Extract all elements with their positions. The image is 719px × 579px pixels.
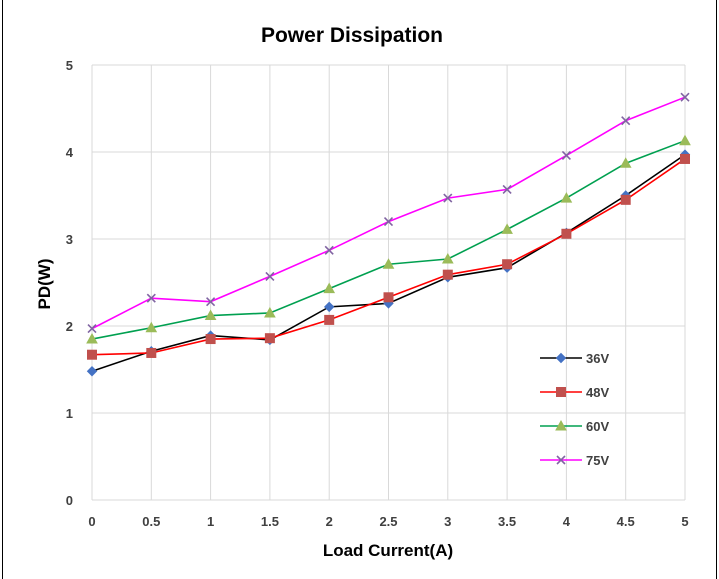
data-point-60V: [619, 157, 632, 168]
data-point-48V: [324, 314, 335, 325]
x-tick-label: 5: [681, 514, 688, 529]
legend-label-75V: 75V: [586, 453, 609, 468]
legend-label-48V: 48V: [586, 385, 609, 400]
data-point-75V: [146, 293, 156, 303]
x-tick-label: 2: [326, 514, 333, 529]
x-axis-ticks: 0 0.5 1 1.5 2 2.5 3 3.5 4 4.5 5: [88, 514, 688, 529]
legend-marker-36V: [555, 352, 567, 364]
legend-label-60V: 60V: [586, 419, 609, 434]
data-point-48V: [620, 194, 631, 205]
data-point-48V: [205, 334, 216, 345]
data-point-48V: [383, 292, 394, 303]
legend-marker-75V: [556, 455, 566, 465]
legend-label-36V: 36V: [586, 351, 609, 366]
legend-marker-48V: [556, 387, 566, 397]
x-tick-label: 4: [563, 514, 571, 529]
y-tick-label: 5: [66, 58, 73, 73]
data-point-48V: [561, 228, 572, 239]
data-point-48V: [264, 333, 275, 344]
data-point-60V: [145, 321, 158, 333]
x-tick-label: 0: [88, 514, 95, 529]
chart-title: Power Dissipation: [261, 24, 443, 47]
data-point-75V: [561, 150, 571, 161]
data-point-75V: [87, 324, 97, 334]
data-point-48V: [502, 259, 513, 270]
data-point-48V: [87, 349, 97, 360]
data-point-60V: [441, 252, 454, 264]
legend: 36V 48V 60V 75V: [540, 351, 609, 468]
legend-marker-60V: [555, 419, 567, 431]
data-point-60V: [323, 282, 336, 294]
data-point-36V: [86, 366, 98, 377]
data-point-48V: [146, 347, 157, 358]
data-point-48V: [680, 153, 690, 164]
data-point-75V: [502, 184, 512, 194]
y-tick-label: 4: [66, 145, 74, 160]
y-tick-label: 2: [66, 319, 73, 334]
y-tick-label: 3: [66, 232, 73, 247]
data-point-75V: [680, 92, 690, 102]
data-point-60V: [86, 333, 98, 344]
x-tick-label: 1: [207, 514, 214, 529]
data-point-60V: [382, 258, 395, 269]
data-point-75V: [324, 245, 334, 255]
x-axis-title: Load Current(A): [323, 541, 453, 560]
data-point-36V: [323, 301, 335, 313]
data-point-60V: [204, 309, 217, 321]
x-tick-label: 3: [444, 514, 451, 529]
data-point-60V: [501, 223, 513, 234]
data-point-75V: [621, 116, 631, 126]
frame-left-border: [2, 0, 3, 579]
x-tick-label: 0.5: [142, 514, 160, 529]
y-axis-title: PD(W): [35, 259, 54, 310]
data-point-48V: [442, 269, 453, 280]
x-tick-label: 1.5: [261, 514, 279, 529]
data-point-75V: [383, 217, 394, 227]
data-point-75V: [265, 271, 275, 281]
frame-right-border: [716, 0, 717, 579]
data-point-60V: [560, 192, 573, 203]
y-tick-label: 0: [66, 493, 73, 508]
series-markers: [86, 92, 691, 377]
data-point-75V: [443, 193, 453, 203]
y-tick-label: 1: [66, 406, 73, 421]
data-point-60V: [679, 134, 691, 146]
data-point-75V: [206, 297, 216, 307]
y-axis-ticks: 0 1 2 3 4 5: [66, 58, 74, 508]
x-tick-label: 2.5: [379, 514, 397, 529]
x-tick-label: 4.5: [617, 514, 635, 529]
x-tick-label: 3.5: [498, 514, 516, 529]
data-point-60V: [264, 306, 276, 318]
grid-lines: [91, 64, 686, 501]
